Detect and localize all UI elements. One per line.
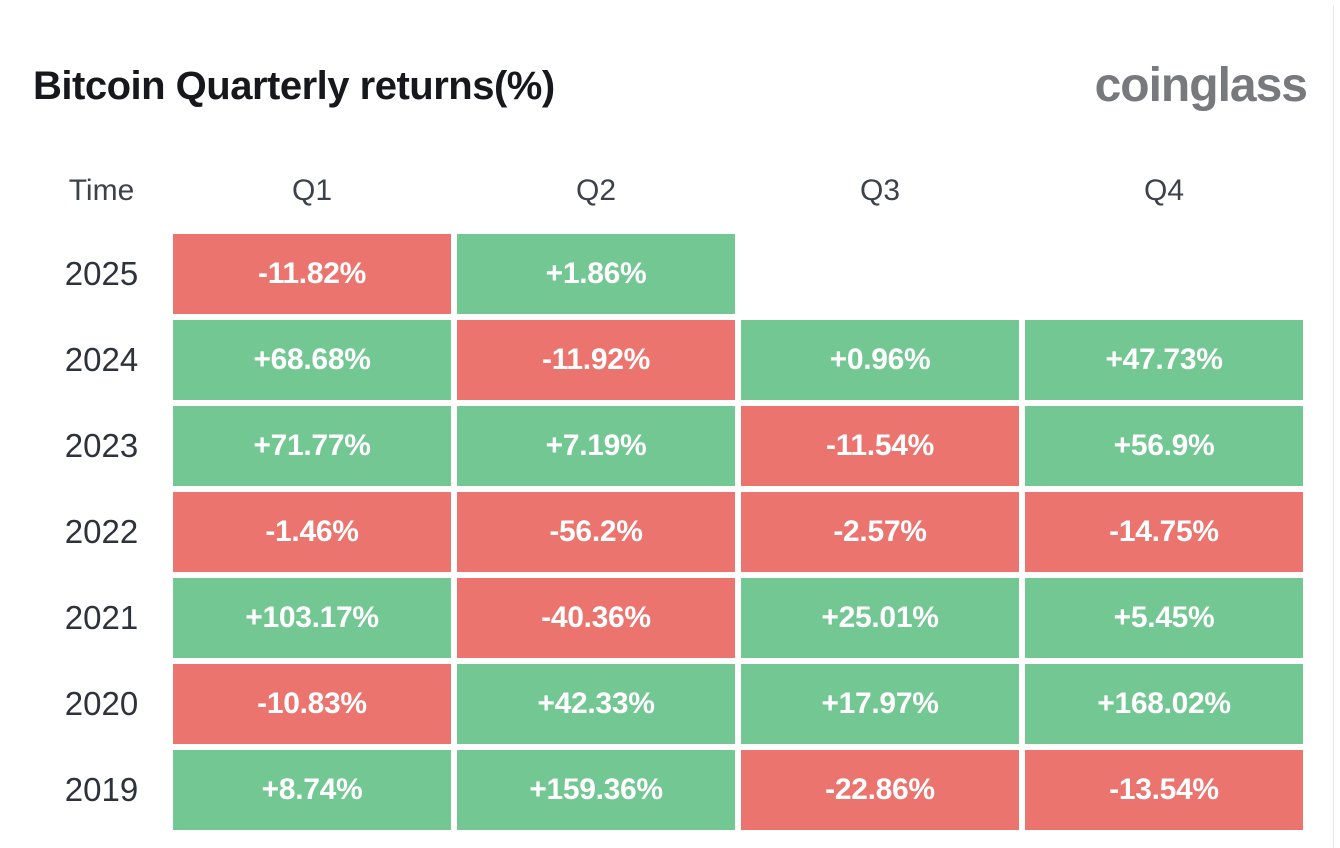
- coinglass-logo: coinglass: [1094, 59, 1308, 112]
- return-cell: -1.46%: [173, 492, 451, 572]
- return-cell: -56.2%: [457, 492, 735, 572]
- return-cell: +25.01%: [741, 578, 1019, 658]
- table-header-row: Time Q1 Q2 Q3 Q4: [0, 168, 1340, 214]
- column-header-q3: Q3: [859, 174, 901, 207]
- return-cell: -11.92%: [457, 320, 735, 400]
- return-cell: -13.54%: [1025, 750, 1303, 830]
- return-cell: -11.82%: [173, 234, 451, 314]
- return-cell: -2.57%: [741, 492, 1019, 572]
- row-label-year: 2023: [64, 427, 139, 464]
- return-cell: +103.17%: [173, 578, 451, 658]
- page-header: Bitcoin Quarterly returns(%) coinglass: [0, 0, 1340, 110]
- return-cell: +17.97%: [741, 664, 1019, 744]
- column-header-q4: Q4: [1143, 174, 1185, 207]
- row-label-year: 2025: [64, 255, 139, 292]
- row-label-year: 2019: [64, 771, 139, 808]
- return-cell: +47.73%: [1025, 320, 1303, 400]
- return-cell: -40.36%: [457, 578, 735, 658]
- row-label-year: 2021: [64, 599, 139, 636]
- return-cell: -10.83%: [173, 664, 451, 744]
- return-cell: +1.86%: [457, 234, 735, 314]
- return-cell: +5.45%: [1025, 578, 1303, 658]
- page-title: Bitcoin Quarterly returns(%): [33, 64, 555, 108]
- return-cell: -11.54%: [741, 406, 1019, 486]
- return-cell-empty: [1025, 234, 1303, 314]
- row-label-year: 2022: [64, 513, 139, 550]
- return-cell: +42.33%: [457, 664, 735, 744]
- return-cell: +159.36%: [457, 750, 735, 830]
- return-cell: +8.74%: [173, 750, 451, 830]
- row-label-year: 2020: [64, 685, 139, 722]
- column-header-q1: Q1: [291, 174, 333, 207]
- window-edge-divider: [1333, 6, 1334, 848]
- column-header-q2: Q2: [575, 174, 617, 207]
- return-cell: +56.9%: [1025, 406, 1303, 486]
- return-cell-empty: [741, 234, 1019, 314]
- row-label-year: 2024: [64, 341, 139, 378]
- return-cell: +71.77%: [173, 406, 451, 486]
- returns-grid: 2025 -11.82% +1.86% 2024 +68.68% -11.92% +0.96…: [0, 234, 1340, 830]
- return-cell: -22.86%: [741, 750, 1019, 830]
- return-cell: +168.02%: [1025, 664, 1303, 744]
- return-cell: +0.96%: [741, 320, 1019, 400]
- column-header-time: Time: [68, 174, 135, 207]
- return-cell: +7.19%: [457, 406, 735, 486]
- return-cell: +68.68%: [173, 320, 451, 400]
- return-cell: -14.75%: [1025, 492, 1303, 572]
